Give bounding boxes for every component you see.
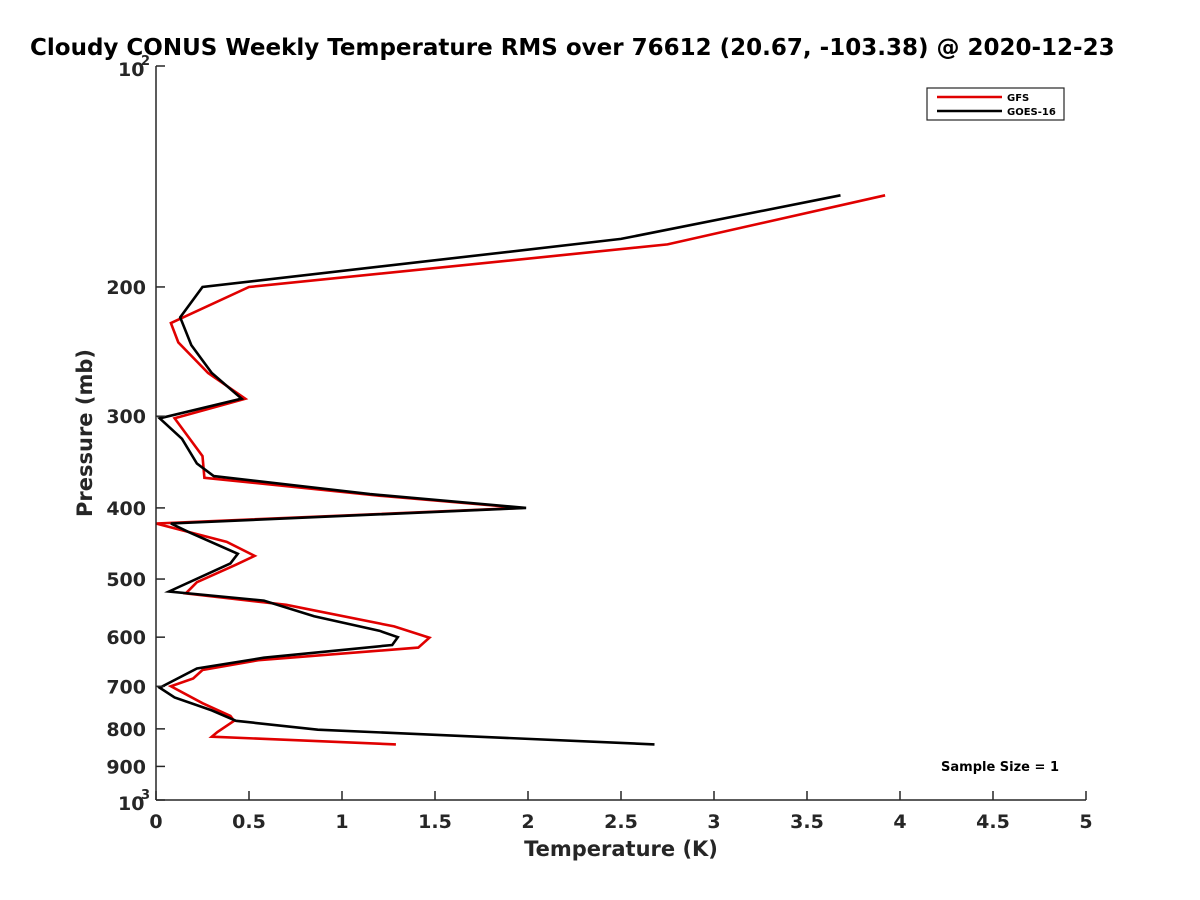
x-tick-label: 4: [893, 811, 906, 833]
x-tick-label: 0: [149, 811, 162, 833]
series-line-gfs: [155, 194, 886, 746]
y-tick-label: 200: [106, 277, 146, 299]
y-tick-label-power: 10: [118, 793, 144, 815]
sample-size-annotation: Sample Size = 1: [941, 760, 1059, 775]
x-tick-label: 3: [707, 811, 720, 833]
x-tick-label: 1.5: [418, 811, 452, 833]
y-tick-label: 500: [106, 569, 146, 591]
x-tick-label: 3.5: [790, 811, 824, 833]
y-tick-label: 700: [106, 676, 146, 698]
legend-box: [926, 87, 1065, 121]
legend-label: GFS: [1007, 93, 1029, 104]
y-tick-label: 800: [106, 719, 146, 741]
legend: GFS GOES-16: [926, 87, 1065, 121]
legend-label: GOES-16: [1007, 107, 1056, 118]
x-axis-ticks: 0 0.5 1 1.5 2 2.5 3 3.5 4 4.5 5: [149, 791, 1093, 833]
y-tick-exponent: 3: [141, 788, 150, 803]
x-axis-label: Temperature (K): [524, 837, 718, 861]
y-tick-label: 400: [106, 498, 146, 520]
x-tick-label: 5: [1079, 811, 1092, 833]
x-tick-label: 0.5: [232, 811, 266, 833]
chart-title: Cloudy CONUS Weekly Temperature RMS over…: [30, 35, 1115, 61]
series-line-goes-16: [157, 194, 841, 746]
y-axis-label: Pressure (mb): [73, 349, 97, 517]
series-lines: [155, 194, 886, 746]
y-tick-label: 900: [106, 756, 146, 778]
y-tick-label: 600: [106, 627, 146, 649]
x-tick-label: 4.5: [976, 811, 1010, 833]
y-tick-label: 300: [106, 406, 146, 428]
plot-area: 0 0.5 1 1.5 2 2.5 3 3.5 4 4.5 5 102200300400500600…: [106, 54, 1092, 833]
x-tick-label: 2: [521, 811, 534, 833]
x-tick-label: 1: [335, 811, 348, 833]
x-tick-label: 2.5: [604, 811, 638, 833]
y-tick-exponent: 2: [141, 54, 150, 69]
y-tick-label-power: 10: [118, 59, 144, 81]
